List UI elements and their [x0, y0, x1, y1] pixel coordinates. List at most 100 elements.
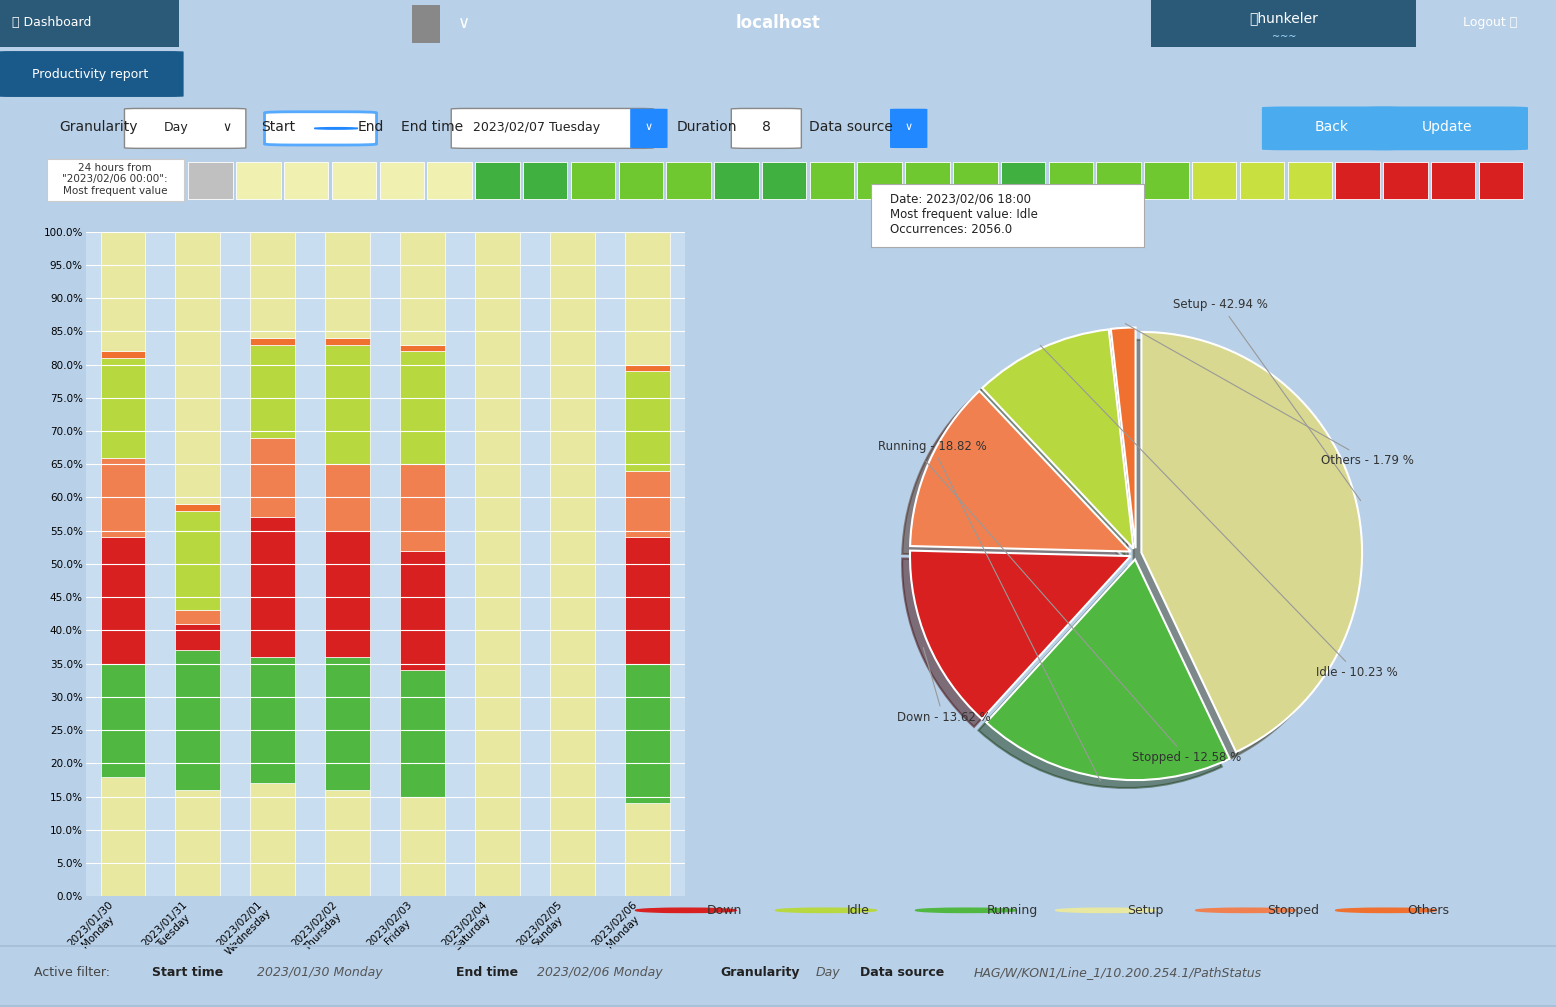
Bar [325, 232, 370, 338]
Bar [400, 671, 445, 797]
Bar [251, 438, 296, 518]
Bar [400, 351, 445, 464]
FancyBboxPatch shape [124, 109, 246, 148]
Bar [176, 511, 221, 610]
Bar [1288, 162, 1332, 198]
Bar [762, 162, 806, 198]
Text: Active filter:: Active filter: [34, 967, 110, 979]
FancyBboxPatch shape [1262, 107, 1402, 150]
Text: Productivity report: Productivity report [33, 67, 148, 81]
Bar [325, 464, 370, 531]
Circle shape [1055, 908, 1156, 912]
Bar [176, 610, 221, 623]
Text: 2023/01/30 Monday: 2023/01/30 Monday [257, 967, 383, 979]
Circle shape [314, 128, 358, 129]
Bar [237, 162, 280, 198]
Bar [809, 162, 854, 198]
Bar [1001, 162, 1046, 198]
Text: 2023/02/06 Monday: 2023/02/06 Monday [537, 967, 663, 979]
Bar [101, 232, 145, 351]
Bar [1049, 162, 1092, 198]
Bar [400, 464, 445, 551]
Text: Day: Day [163, 121, 188, 134]
Bar [176, 789, 221, 896]
Bar [475, 232, 520, 896]
Text: Start: Start [261, 120, 296, 134]
Bar [325, 657, 370, 789]
Bar [251, 783, 296, 896]
Bar [412, 5, 440, 42]
Bar [624, 365, 669, 372]
Bar [101, 457, 145, 538]
Circle shape [775, 908, 876, 912]
Text: Data source: Data source [809, 120, 893, 134]
Text: Down - 13.62 %: Down - 13.62 % [896, 648, 990, 724]
Bar [1432, 162, 1475, 198]
Bar [624, 372, 669, 471]
Bar [101, 776, 145, 896]
Bar [251, 518, 296, 657]
Wedge shape [982, 329, 1133, 549]
Bar [251, 338, 296, 344]
Bar [176, 505, 221, 511]
Bar [624, 471, 669, 538]
Bar [0, 946, 1556, 947]
Wedge shape [1111, 327, 1136, 548]
Text: Idle - 10.23 %: Idle - 10.23 % [1041, 345, 1397, 679]
Bar [0, 1005, 1556, 1007]
Text: End: End [358, 120, 384, 134]
Bar [101, 357, 145, 457]
Bar [176, 623, 221, 651]
Text: Data source: Data source [860, 967, 944, 979]
Bar [1151, 0, 1416, 47]
Bar [400, 232, 445, 344]
Text: Down: Down [706, 904, 742, 916]
Bar [331, 162, 377, 198]
Bar [954, 162, 997, 198]
FancyBboxPatch shape [265, 112, 377, 145]
Text: Running - 18.82 %: Running - 18.82 % [878, 440, 1100, 780]
Bar [325, 338, 370, 344]
Bar [400, 344, 445, 351]
Text: Idle: Idle [846, 904, 870, 916]
Circle shape [1335, 908, 1436, 912]
Text: ∨: ∨ [223, 121, 232, 134]
Bar [624, 538, 669, 664]
Text: ~~~: ~~~ [1271, 32, 1296, 42]
FancyBboxPatch shape [451, 109, 654, 148]
FancyBboxPatch shape [1365, 107, 1528, 150]
Bar [714, 162, 758, 198]
Bar [549, 232, 594, 896]
Text: 2023/02/07 Tuesday: 2023/02/07 Tuesday [473, 121, 601, 134]
Bar [857, 162, 902, 198]
Bar [1097, 162, 1141, 198]
Text: 🔄 Dashboard: 🔄 Dashboard [12, 16, 92, 29]
Text: Granularity: Granularity [59, 120, 137, 134]
Circle shape [915, 908, 1016, 912]
Bar [0, 0, 179, 47]
Bar [251, 232, 296, 338]
Bar [624, 664, 669, 804]
Bar [285, 162, 328, 198]
Bar [619, 162, 663, 198]
Bar [101, 538, 145, 664]
Bar [380, 162, 423, 198]
Text: Update: Update [1422, 120, 1472, 134]
Bar [428, 162, 471, 198]
Text: 8: 8 [762, 120, 770, 134]
Bar [325, 789, 370, 896]
Bar [666, 162, 711, 198]
Text: Others: Others [1407, 904, 1449, 916]
Bar [1478, 162, 1523, 198]
Text: Duration: Duration [677, 120, 738, 134]
Bar [523, 162, 568, 198]
Text: localhost: localhost [736, 14, 820, 31]
Bar [325, 531, 370, 657]
Text: Setup: Setup [1127, 904, 1164, 916]
Text: Setup - 42.94 %: Setup - 42.94 % [1173, 298, 1360, 500]
Bar [1383, 162, 1427, 198]
Bar [176, 232, 221, 505]
Bar [475, 162, 520, 198]
Text: ∨: ∨ [904, 122, 913, 132]
Bar [1192, 162, 1237, 198]
